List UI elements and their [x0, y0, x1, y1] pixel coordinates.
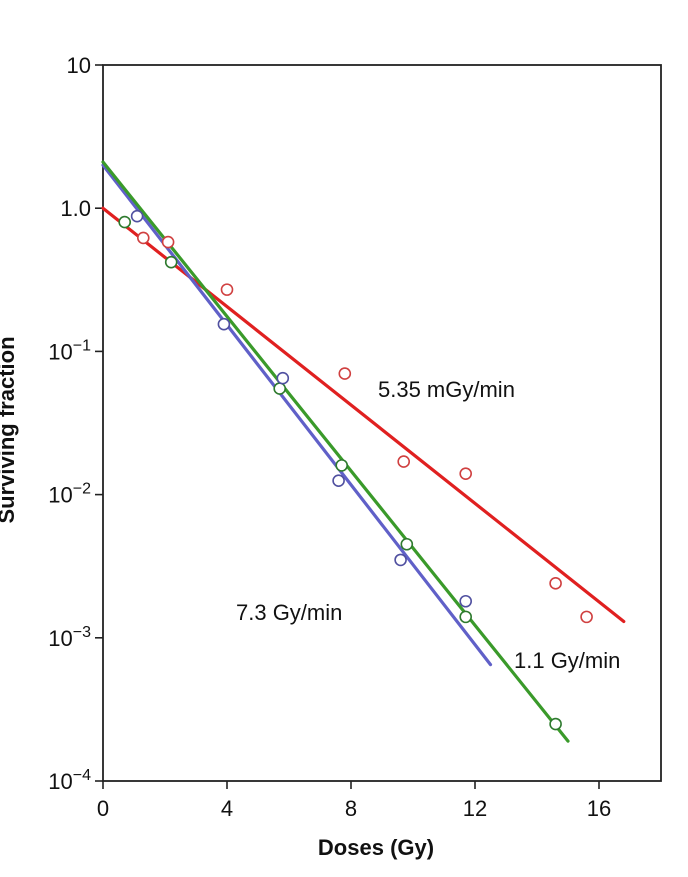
- data-markers: [118, 209, 593, 731]
- y-axis-ticks: 10 1.0 10−1 10−2 10−3 10−4: [48, 53, 103, 794]
- data-point: [549, 577, 562, 590]
- data-point: [164, 255, 178, 269]
- y-tick-label: 10−4: [48, 767, 91, 794]
- data-point: [137, 231, 150, 245]
- data-point: [338, 367, 352, 380]
- data-point: [335, 459, 349, 472]
- data-point: [459, 467, 473, 480]
- data-point: [397, 455, 411, 468]
- data-point: [217, 317, 231, 331]
- y-tick-label: 1.0: [60, 196, 91, 221]
- data-point: [276, 371, 290, 385]
- data-point: [394, 553, 407, 567]
- data-point: [459, 610, 473, 624]
- data-point: [580, 610, 593, 624]
- data-point: [400, 537, 414, 551]
- data-point: [130, 209, 144, 223]
- x-tick-label: 0: [97, 796, 109, 821]
- fit-line: [101, 160, 570, 743]
- data-point: [161, 235, 175, 249]
- series-labels: 5.35 mGy/min 1.1 Gy/min 7.3 Gy/min: [236, 377, 620, 673]
- series-label: 7.3 Gy/min: [236, 600, 342, 625]
- y-tick-label: 10−1: [48, 337, 91, 364]
- data-point: [549, 717, 562, 731]
- y-axis-title: Surviving fraction: [0, 336, 19, 523]
- data-point: [459, 594, 473, 608]
- fit-line: [101, 206, 626, 624]
- x-axis-ticks: 0 4 8 12 16: [97, 781, 611, 821]
- data-point: [220, 283, 234, 296]
- series-label: 5.35 mGy/min: [378, 377, 515, 402]
- x-axis-title: Doses (Gy): [318, 835, 434, 860]
- y-tick-label: 10−3: [48, 624, 91, 651]
- y-tick-label: 10: [67, 53, 91, 78]
- y-tick-label: 10−2: [48, 481, 91, 508]
- x-tick-label: 12: [463, 796, 487, 821]
- plot-frame: [102, 64, 662, 782]
- series-label: 1.1 Gy/min: [514, 648, 620, 673]
- data-point: [118, 215, 131, 229]
- data-point: [273, 382, 287, 395]
- data-point: [332, 474, 345, 488]
- x-tick-label: 8: [345, 796, 357, 821]
- x-tick-label: 4: [221, 796, 233, 821]
- x-tick-label: 16: [587, 796, 611, 821]
- fit-line: [101, 163, 493, 667]
